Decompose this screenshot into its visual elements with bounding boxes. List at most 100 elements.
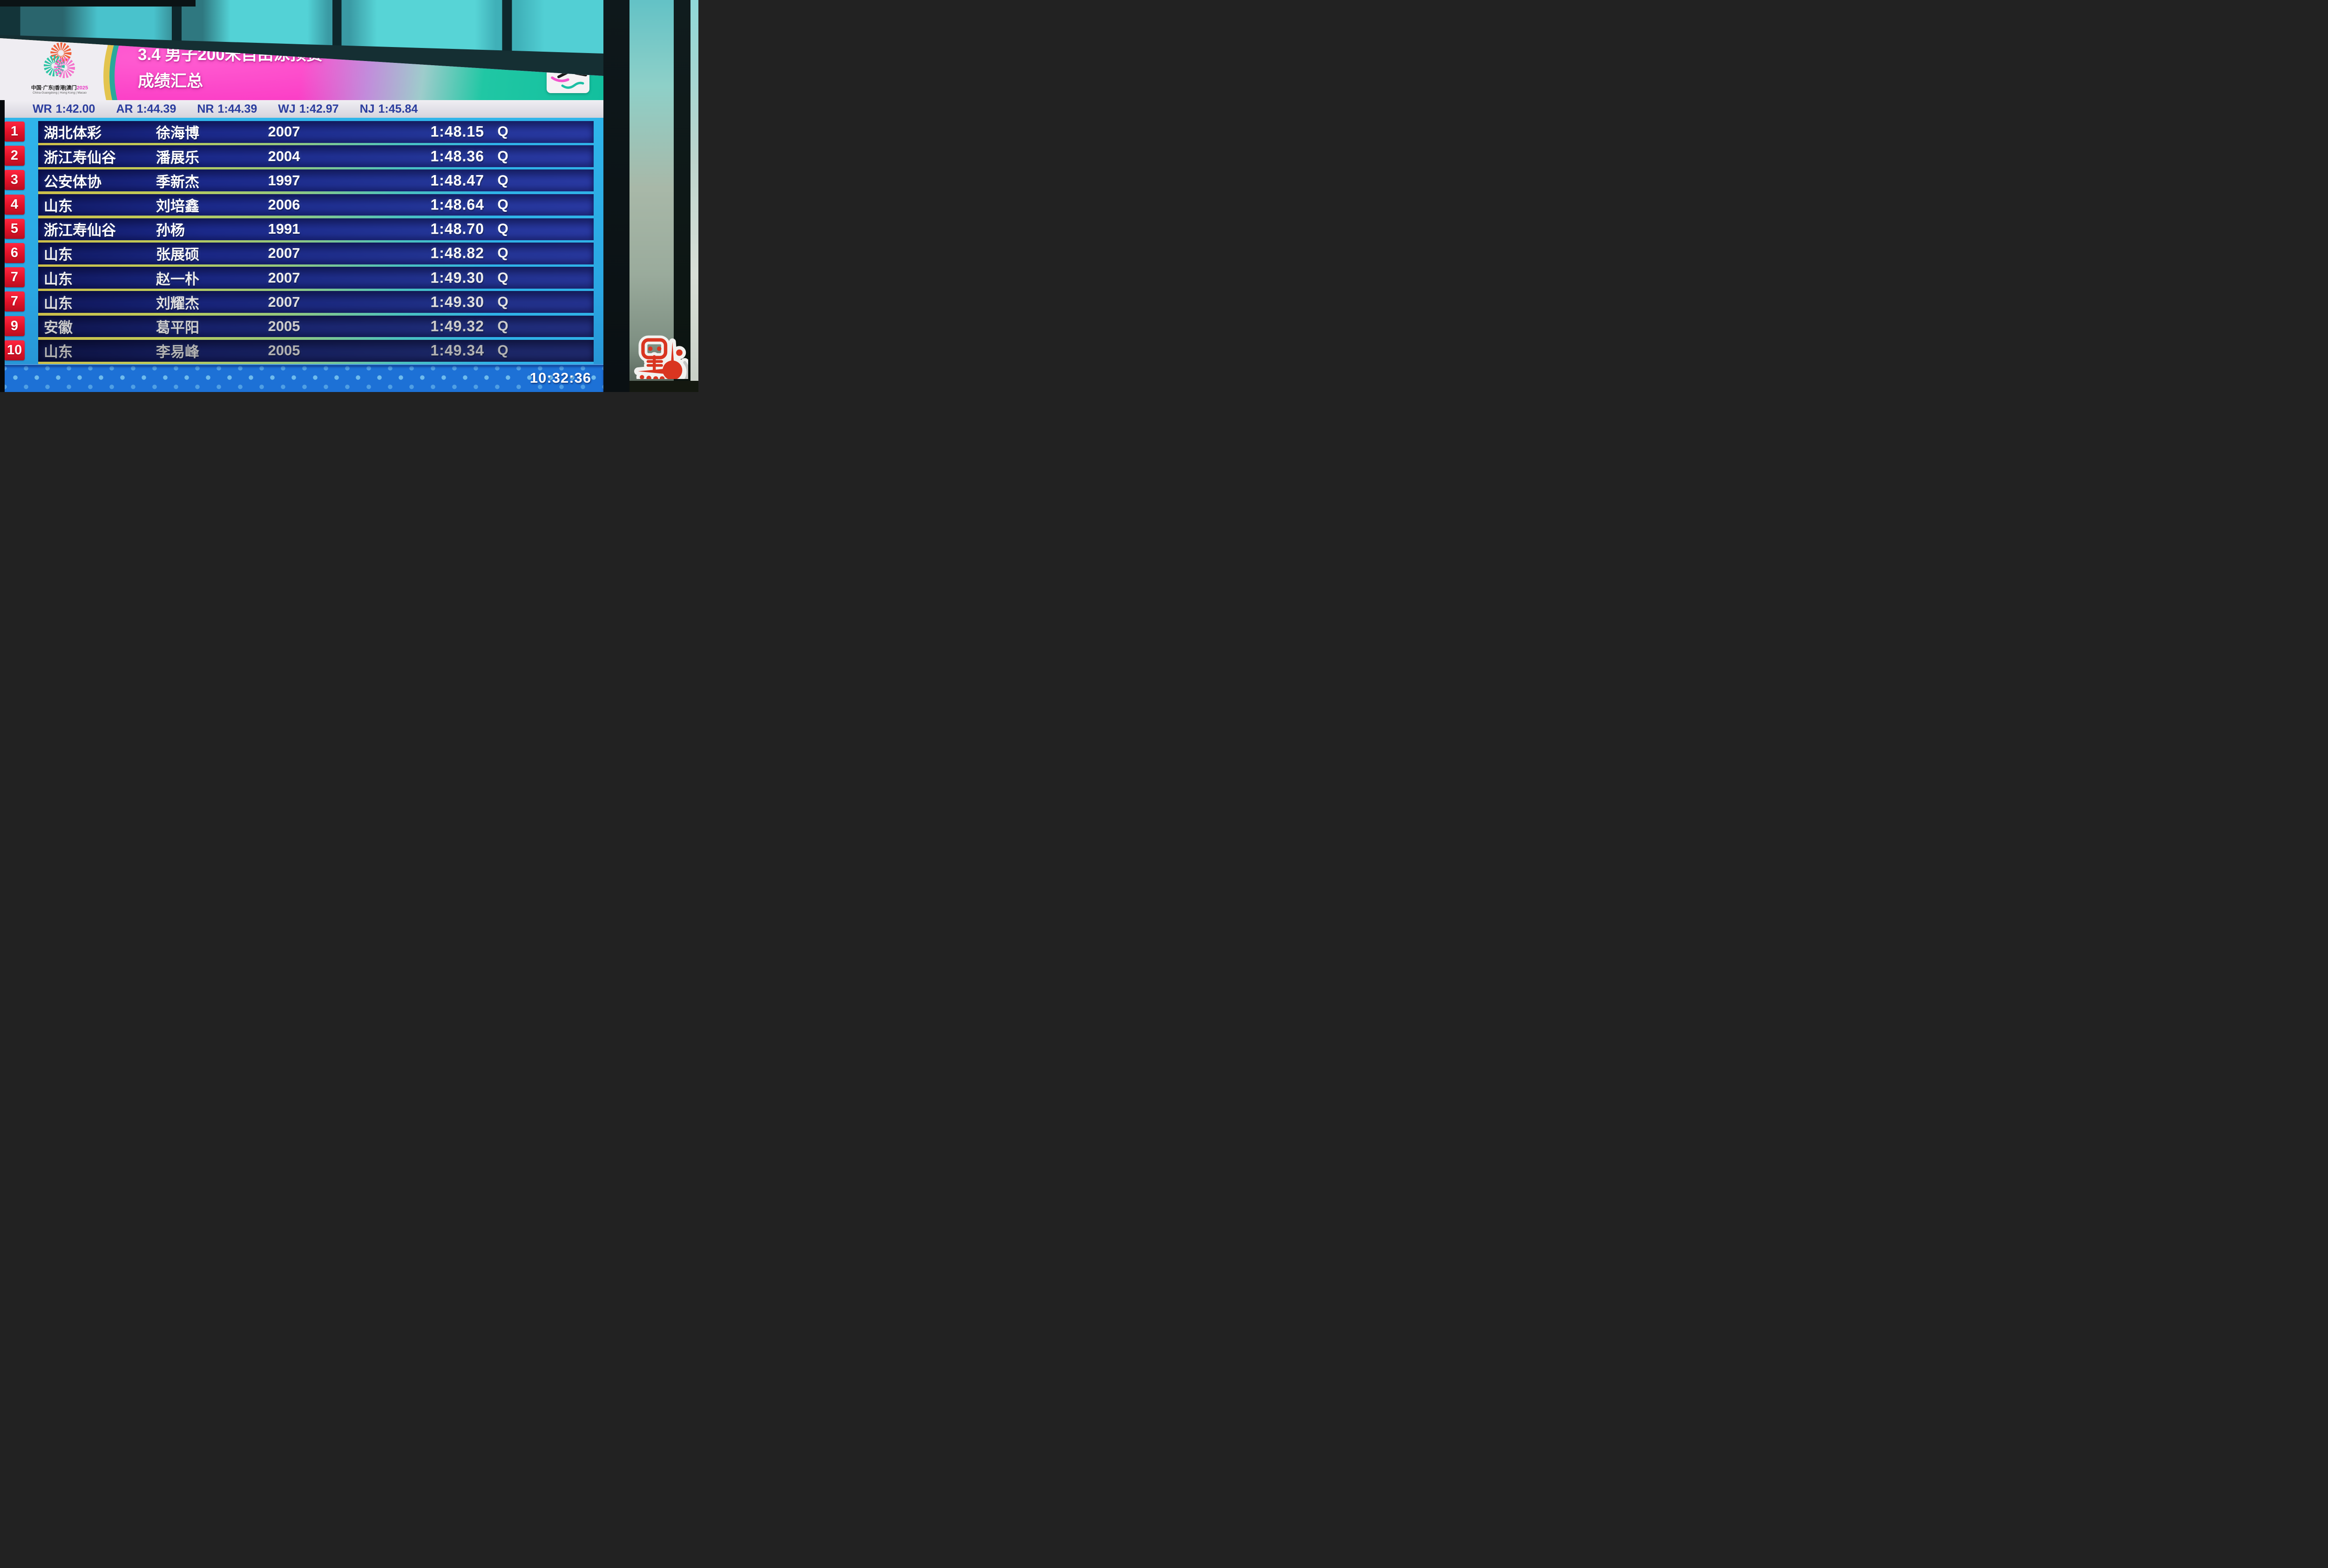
result-row: 7 山东 刘耀杰 2007 1:49.30 Q [0, 291, 594, 316]
athlete-name: 潘展乐 [156, 149, 199, 166]
record-label: AR [116, 102, 133, 115]
result-time: 1:49.34 [430, 342, 484, 359]
record-item: WJ 1:42.97 [278, 102, 338, 116]
record-value: 1:42.00 [55, 102, 95, 115]
row-cells: 浙江寿仙谷 潘展乐 2004 1:48.36 Q [38, 145, 594, 168]
row-cells: 浙江寿仙谷 孙杨 1991 1:48.70 Q [38, 218, 594, 240]
qualified-mark: Q [497, 294, 508, 310]
result-row: 7 山东 赵一朴 2007 1:49.30 Q [0, 267, 594, 291]
birth-year: 1991 [268, 221, 300, 237]
team: 山东 [44, 295, 73, 312]
result-time: 1:48.15 [430, 123, 484, 140]
birth-year: 2007 [268, 269, 300, 286]
swimming-pictogram-icon [547, 56, 589, 93]
result-time: 1:49.30 [430, 269, 484, 286]
team: 山东 [44, 271, 73, 288]
birth-year: 2006 [268, 196, 300, 213]
result-time: 1:48.36 [430, 148, 484, 165]
qualified-mark: Q [497, 343, 508, 358]
qualified-mark: Q [497, 318, 508, 334]
record-value: 1:45.84 [378, 102, 418, 115]
event-subtitle: 成绩汇总 [138, 72, 203, 90]
result-row: 2 浙江寿仙谷 潘展乐 2004 1:48.36 Q [0, 145, 594, 170]
result-row: 9 安徽 葛平阳 2005 1:49.32 Q [0, 315, 594, 340]
scoreboard-photo: 中国·广东|香港|澳门2025 China-Guangdong | Hong K… [0, 0, 698, 392]
qualified-mark: Q [497, 221, 508, 237]
games-spiral-emblem-icon [43, 42, 75, 78]
team: 安徽 [44, 319, 73, 336]
event-title: 3.4 男子200米自由泳预赛 [138, 46, 323, 64]
row-cells: 山东 刘耀杰 2007 1:49.30 Q [38, 291, 594, 313]
event-title-block: 3.4 男子200米自由泳预赛 成绩汇总 [138, 47, 323, 89]
result-time: 1:49.32 [430, 318, 484, 335]
team: 山东 [44, 198, 73, 215]
wall-dark-pillar [674, 0, 690, 392]
birth-year: 2004 [268, 148, 300, 164]
rank-badge: 1 [4, 122, 25, 142]
result-row: 6 山东 张展硕 2007 1:48.82 Q [0, 242, 594, 267]
athlete-name: 张展硕 [156, 246, 199, 263]
records-bar: WR 1:42.00 AR 1:44.39 NR 1:44.39 WJ 1:42.97 NJ 1:… [0, 100, 603, 118]
result-time: 1:49.30 [430, 293, 484, 311]
athlete-name: 徐海博 [156, 125, 199, 142]
result-time: 1:48.82 [430, 244, 484, 262]
birth-year: 2007 [268, 293, 300, 310]
record-label: WR [33, 102, 52, 115]
record-item: WR 1:42.00 [33, 102, 95, 116]
record-value: 1:44.39 [217, 102, 257, 115]
result-row: 4 山东 刘培鑫 2006 1:48.64 Q [0, 194, 594, 218]
row-cells: 山东 李易峰 2005 1:49.34 Q [38, 339, 594, 362]
row-cells: 安徽 葛平阳 2005 1:49.32 Q [38, 315, 594, 338]
birth-year: 1997 [268, 172, 300, 189]
scoreboard-header: 中国·广东|香港|澳门2025 China-Guangdong | Hong K… [0, 38, 603, 100]
birth-year: 2007 [268, 123, 300, 140]
athlete-name: 葛平阳 [156, 319, 199, 336]
screen-left-bezel [0, 100, 5, 392]
games-logo-caption-en: China-Guangdong | Hong Kong | Macao [33, 91, 87, 95]
record-value: 1:42.97 [299, 102, 339, 115]
result-time: 1:48.47 [430, 172, 484, 189]
rank-badge: 9 [4, 316, 25, 336]
record-item: NJ 1:45.84 [360, 102, 418, 116]
birth-year: 2007 [268, 245, 300, 262]
result-time: 1:48.64 [430, 196, 484, 213]
rank-badge: 7 [4, 291, 25, 312]
wall-right-strip [690, 0, 698, 392]
row-cells: 山东 刘培鑫 2006 1:48.64 Q [38, 194, 594, 216]
row-cells: 山东 赵一朴 2007 1:49.30 Q [38, 267, 594, 289]
athlete-name: 李易峰 [156, 344, 199, 360]
qualified-mark: Q [497, 172, 508, 188]
result-row: 10 山东 李易峰 2005 1:49.34 Q [0, 339, 594, 364]
result-row: 3 公安体协 季新杰 1997 1:48.47 Q [0, 169, 594, 194]
qualified-mark: Q [497, 270, 508, 285]
record-label: WJ [278, 102, 296, 115]
team: 山东 [44, 344, 73, 360]
rank-badge: 10 [4, 340, 25, 360]
team: 湖北体彩 [44, 125, 102, 142]
birth-year: 2005 [268, 342, 300, 359]
athlete-name: 刘培鑫 [156, 198, 199, 215]
games-logo-year: 2025 [76, 85, 88, 91]
row-cells: 公安体协 季新杰 1997 1:48.47 Q [38, 169, 594, 192]
team: 浙江寿仙谷 [44, 222, 116, 239]
rank-badge: 2 [4, 146, 25, 166]
row-cells: 湖北体彩 徐海博 2007 1:48.15 Q [38, 121, 594, 143]
time-of-day-clock: 10:32:36 [529, 370, 591, 386]
rank-badge: 4 [4, 194, 25, 215]
team: 山东 [44, 246, 73, 263]
qualified-mark: Q [497, 197, 508, 212]
wall-bottom-shadow [629, 381, 698, 392]
qualified-mark: Q [497, 124, 508, 140]
team: 浙江寿仙谷 [44, 149, 116, 166]
rank-badge: 6 [4, 243, 25, 263]
record-label: NR [197, 102, 214, 115]
athlete-name: 刘耀杰 [156, 295, 199, 312]
record-item: AR 1:44.39 [116, 102, 176, 116]
record-label: NJ [359, 102, 375, 115]
athlete-name: 季新杰 [156, 174, 199, 190]
result-row: 5 浙江寿仙谷 孙杨 1991 1:48.70 Q [0, 218, 594, 243]
team: 公安体协 [44, 174, 102, 190]
led-scoreboard-screen: 中国·广东|香港|澳门2025 China-Guangdong | Hong K… [0, 38, 603, 392]
record-value: 1:44.39 [136, 102, 176, 115]
row-cells: 山东 张展硕 2007 1:48.82 Q [38, 242, 594, 264]
